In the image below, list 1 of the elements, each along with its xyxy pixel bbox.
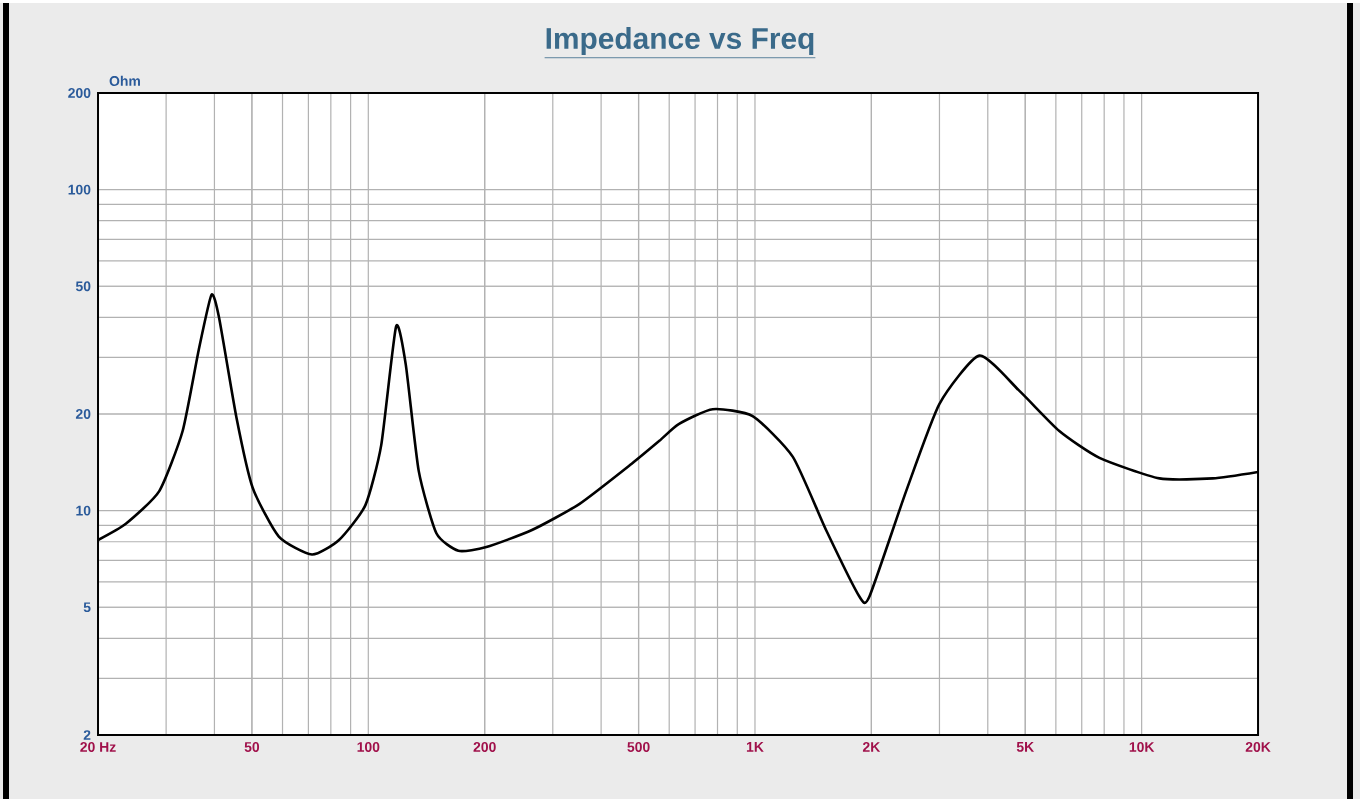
- chart-title: Impedance vs Freq: [546, 27, 814, 55]
